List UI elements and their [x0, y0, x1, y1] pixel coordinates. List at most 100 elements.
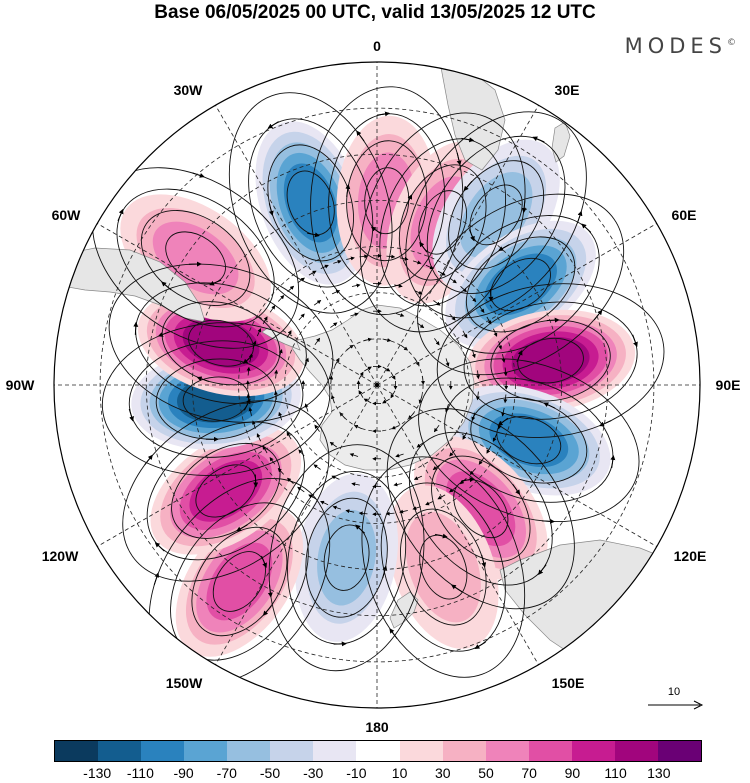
- wind-arrow: [459, 478, 467, 485]
- colorbar-tick-label: -110: [126, 765, 154, 781]
- wind-arrow: [349, 453, 359, 457]
- antarctic-peninsula: [261, 327, 301, 351]
- colorbar-tick-label: 130: [647, 765, 671, 781]
- wind-arrow: [297, 277, 305, 284]
- flow-arrow: [267, 584, 273, 598]
- wind-arrow: [501, 407, 506, 417]
- streamline: [398, 164, 487, 281]
- flow-arrow: [521, 200, 527, 214]
- wind-arrow: [287, 477, 294, 484]
- wind-arrow: [412, 260, 422, 265]
- streamline: [195, 464, 257, 518]
- streamline: [122, 400, 330, 582]
- wind-arrow: [393, 482, 403, 487]
- colorbar-swatch: [528, 741, 572, 761]
- streamline: [323, 524, 370, 591]
- streamline: [346, 140, 428, 262]
- streamline: [268, 444, 425, 672]
- anomaly-contour: [405, 511, 481, 623]
- streamline: [116, 188, 275, 328]
- wind-arrow: [445, 403, 449, 413]
- wind-arrow: [256, 328, 262, 337]
- wind-arrow: [498, 341, 502, 350]
- wind-arrow: [287, 285, 295, 292]
- colorbar-tick-label: -70: [216, 765, 237, 781]
- wind-arrow: [346, 256, 355, 261]
- colorbar-tick-label: -130: [83, 765, 112, 781]
- wind-arrow: [416, 442, 424, 448]
- wind-arrow: [269, 457, 276, 465]
- wind-arrow: [304, 403, 309, 412]
- lon-label-180: 180: [365, 719, 389, 735]
- colorbar-labels: -130 -110 -90 -70 -50 -30 -10 10 30 50 70 90 110 130: [54, 765, 702, 783]
- wind-arrow: [351, 283, 361, 288]
- wind-arrow: [320, 264, 329, 269]
- streamline: [364, 167, 410, 235]
- wind-arrow: [386, 254, 396, 259]
- meridian-line: [376, 384, 539, 665]
- streamline: [140, 210, 251, 306]
- flow-arrow: [382, 565, 388, 579]
- brand-logo: MODES©: [625, 34, 736, 58]
- colorbar-tick-label: 30: [435, 765, 451, 781]
- wind-arrow: [471, 349, 476, 359]
- wind-arrow: [329, 441, 338, 448]
- flow-arrow: [154, 542, 165, 552]
- lon-label-120e: 120E: [673, 548, 707, 564]
- reference-arrow-icon: [648, 700, 704, 710]
- wind-arrow: [434, 338, 440, 346]
- colorbar-swatch: [227, 741, 271, 761]
- meridian-line: [376, 384, 657, 547]
- wind-arrow: [476, 370, 481, 380]
- flow-arrow: [581, 223, 592, 233]
- flow-arrow: [538, 564, 547, 575]
- streamline: [171, 442, 281, 539]
- wind-arrow: [256, 433, 261, 442]
- wind-arrow: [298, 313, 305, 321]
- wind-arrow: [273, 390, 278, 400]
- wind-arrow: [333, 260, 342, 264]
- colorbar-swatch: [55, 741, 99, 761]
- brand-text: MODES: [624, 34, 727, 58]
- flow-arrow: [267, 121, 279, 129]
- flow-arrow: [268, 203, 274, 216]
- colorbar-swatch: [442, 741, 486, 761]
- streamline: [417, 193, 625, 376]
- flow-arrow: [389, 628, 398, 640]
- wind-arrow: [358, 511, 368, 516]
- flow-arrow: [405, 194, 413, 206]
- colorbar-tick-label: -90: [173, 765, 194, 781]
- flow-arrow: [370, 226, 382, 235]
- wind-arrow: [385, 511, 395, 516]
- wind-arrow: [364, 366, 372, 372]
- wind-arrow: [414, 290, 423, 295]
- wind-streamlines: [92, 86, 665, 686]
- streamline: [359, 112, 526, 333]
- wind-arrow: [298, 449, 305, 457]
- lon-label-0: 0: [373, 38, 381, 54]
- anomaly-contour: [182, 318, 260, 368]
- wind-arrow: [412, 506, 421, 510]
- flow-arrow: [481, 554, 487, 568]
- latitude-circle: [330, 338, 424, 432]
- wind-arrow: [278, 295, 285, 302]
- flow-arrow: [205, 436, 219, 442]
- wind-arrow: [433, 424, 440, 433]
- colorbar-tick-label: -30: [303, 765, 324, 781]
- flow-arrow: [262, 605, 272, 616]
- streamline: [490, 257, 551, 311]
- streamline: [418, 190, 468, 255]
- wind-arrow: [470, 295, 477, 303]
- meridian-line: [215, 105, 378, 386]
- wind-arrow: [274, 369, 279, 379]
- lon-label-30e: 30E: [554, 82, 580, 98]
- lon-label-120w: 120W: [41, 548, 79, 564]
- wind-arrow: [363, 398, 372, 404]
- wind-arrow: [278, 349, 283, 358]
- wind-arrow: [416, 322, 425, 329]
- flow-arrow: [144, 454, 153, 466]
- meridian-line: [376, 223, 657, 386]
- colorbar: [54, 740, 702, 762]
- flow-arrow: [488, 288, 494, 302]
- wind-arrow: [269, 305, 276, 313]
